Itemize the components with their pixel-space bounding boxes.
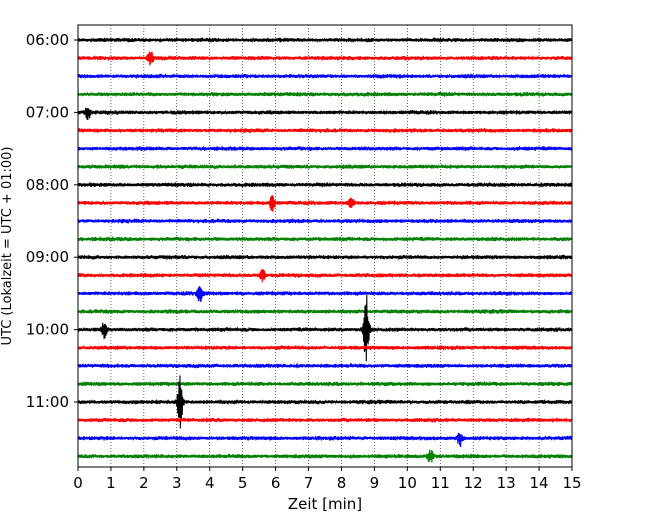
x-axis-label: Zeit [min] — [288, 495, 362, 513]
y-axis-label: UTC (Lokalzeit = UTC + 01:00) — [0, 147, 15, 346]
trace-line — [77, 127, 573, 134]
trace-line — [77, 254, 573, 261]
trace-line — [77, 145, 573, 152]
trace-line — [77, 163, 573, 170]
trace-line — [77, 269, 573, 283]
trace-line — [77, 195, 573, 212]
trace-line — [77, 432, 573, 448]
trace-line — [77, 107, 573, 121]
x-axis-ticks: 0 1 2 3 4 5 6 7 8 9 10 11 12 13 14 15 — [73, 467, 582, 492]
trace-line — [77, 236, 573, 243]
trace-line — [77, 449, 573, 463]
x-tick-label: 3 — [172, 474, 182, 492]
trace-line — [77, 295, 573, 362]
y-tick-label: 11:00 — [26, 393, 69, 411]
x-tick-label: 10 — [398, 474, 417, 492]
trace-line — [77, 91, 573, 98]
x-tick-label: 12 — [464, 474, 483, 492]
trace-line — [77, 36, 573, 44]
trace-line — [77, 416, 573, 424]
y-tick-label: 08:00 — [26, 176, 69, 194]
trace-line — [77, 362, 573, 369]
y-tick-label: 06:00 — [26, 31, 69, 49]
x-tick-label: 7 — [304, 474, 314, 492]
x-tick-label: 5 — [238, 474, 248, 492]
x-tick-label: 2 — [139, 474, 149, 492]
y-axis-ticks: 06:00 07:00 08:00 09:00 10:00 11:00 — [26, 31, 78, 411]
y-tick-label: 07:00 — [26, 103, 69, 121]
x-tick-label: 9 — [370, 474, 380, 492]
x-tick-label: 14 — [530, 474, 549, 492]
seismogram-traces — [77, 36, 573, 463]
trace-line — [77, 308, 573, 315]
x-tick-label: 13 — [497, 474, 516, 492]
trace-line — [77, 344, 573, 351]
trace-line — [77, 73, 573, 80]
x-tick-label: 4 — [205, 474, 215, 492]
x-tick-label: 15 — [562, 474, 581, 492]
x-tick-label: 1 — [106, 474, 116, 492]
x-tick-label: 0 — [73, 474, 83, 492]
trace-line — [77, 181, 573, 188]
y-tick-label: 09:00 — [26, 248, 69, 266]
trace-line — [77, 375, 573, 429]
plot-frame — [77, 24, 573, 468]
y-tick-label: 10:00 — [26, 321, 69, 339]
trace-line — [77, 286, 573, 303]
trace-line — [77, 217, 573, 224]
trace-line — [77, 51, 573, 66]
x-tick-label: 6 — [271, 474, 281, 492]
x-tick-label: 11 — [431, 474, 450, 492]
trace-line — [77, 380, 573, 387]
x-tick-label: 8 — [337, 474, 347, 492]
